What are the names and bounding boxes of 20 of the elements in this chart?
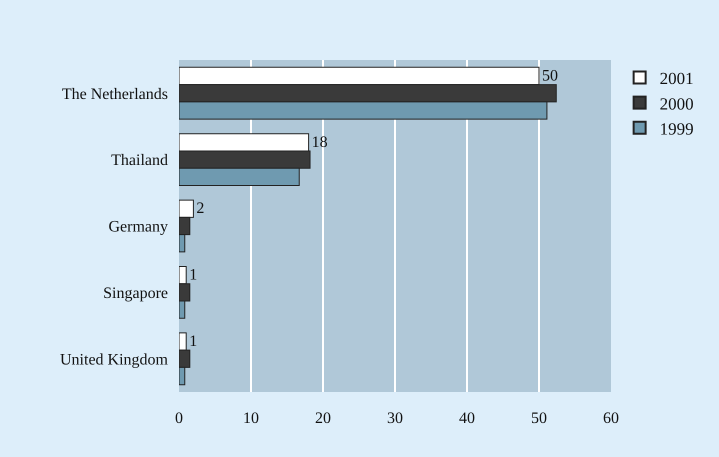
data-label: 2 <box>196 200 204 218</box>
data-label: 18 <box>312 134 328 151</box>
legend-label: 2000 <box>660 94 694 114</box>
data-label: 50 <box>542 67 558 84</box>
legend-label: 1999 <box>660 119 694 138</box>
y-tick-label: United Kingdom <box>60 351 169 368</box>
y-tick-label: Singapore <box>103 285 168 302</box>
x-tick-label: 60 <box>603 410 619 427</box>
data-label: 1 <box>189 266 198 284</box>
x-tick-label: 0 <box>175 410 183 427</box>
y-tick-label: Thailand <box>111 152 168 170</box>
y-tick-label: The Netherlands <box>62 86 168 103</box>
x-tick-label: 30 <box>387 410 403 427</box>
x-tick-label: 20 <box>315 410 331 427</box>
x-tick-label: 40 <box>459 410 475 427</box>
x-tick-label: 50 <box>531 410 547 427</box>
data-label: 1 <box>189 333 198 350</box>
y-tick-label: Germany <box>108 218 168 236</box>
x-tick-label: 10 <box>243 410 259 427</box>
legend-label: 2001 <box>660 69 694 88</box>
